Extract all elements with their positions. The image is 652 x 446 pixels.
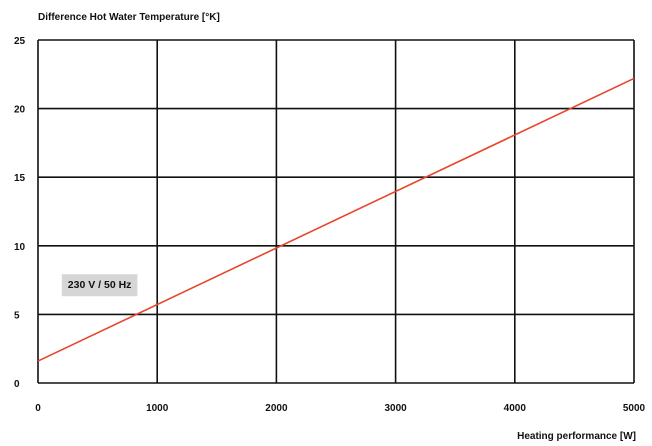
- y-tick-label: 20: [14, 105, 26, 116]
- x-tick-label: 5000: [623, 403, 646, 414]
- y-tick-label: 25: [14, 36, 26, 47]
- y-tick-labels: 0 5 10 15 20 25: [14, 36, 26, 390]
- x-tick-label: 0: [35, 403, 41, 414]
- series-layer: [37, 77, 635, 362]
- y-axis-title: Difference Hot Water Temperature [°K]: [38, 12, 220, 23]
- series-line-0: [37, 77, 635, 362]
- annotation-label: 230 V / 50 Hz: [68, 279, 132, 291]
- annotation-box: [61, 274, 138, 297]
- x-tick-label: 4000: [504, 403, 527, 414]
- x-tick-label: 3000: [384, 403, 407, 414]
- x-tick-label: 1000: [146, 403, 169, 414]
- y-tick-label: 0: [14, 379, 20, 390]
- y-tick-label: 10: [14, 242, 26, 253]
- y-tick-label: 5: [14, 310, 20, 321]
- x-axis-title: Heating performance [W]: [517, 431, 636, 442]
- x-tick-label: 2000: [265, 403, 288, 414]
- y-tick-label: 15: [14, 173, 26, 184]
- x-tick-labels: 0 1000 2000 3000 4000 5000: [35, 403, 645, 414]
- grid: [37, 39, 635, 384]
- annotation: 230 V / 50 Hz: [61, 274, 138, 297]
